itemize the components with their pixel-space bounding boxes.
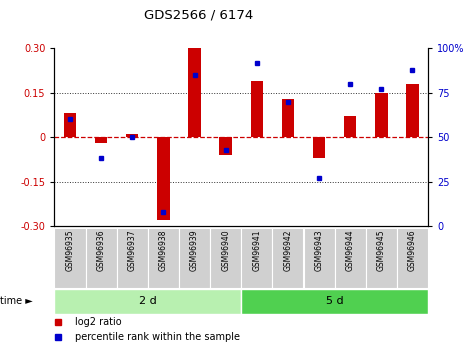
Text: GSM96944: GSM96944: [346, 229, 355, 271]
Bar: [95, 137, 107, 143]
Bar: [366, 228, 397, 288]
Bar: [406, 84, 419, 137]
Text: GSM96941: GSM96941: [252, 229, 261, 271]
Bar: [148, 228, 179, 288]
Text: 5 d: 5 d: [326, 296, 343, 306]
Text: time ►: time ►: [0, 296, 33, 306]
Bar: [157, 137, 170, 220]
Bar: [241, 289, 428, 314]
Text: percentile rank within the sample: percentile rank within the sample: [75, 333, 240, 342]
Text: GSM96946: GSM96946: [408, 229, 417, 271]
Bar: [251, 81, 263, 137]
Text: GSM96936: GSM96936: [96, 229, 105, 271]
Bar: [54, 228, 86, 288]
Bar: [117, 228, 148, 288]
Text: GSM96943: GSM96943: [315, 229, 324, 271]
Text: GSM96937: GSM96937: [128, 229, 137, 271]
Bar: [282, 99, 294, 137]
Text: GSM96935: GSM96935: [65, 229, 74, 271]
Bar: [86, 228, 117, 288]
Bar: [241, 228, 272, 288]
Bar: [188, 48, 201, 137]
Text: GDS2566 / 6174: GDS2566 / 6174: [144, 9, 253, 22]
Text: log2 ratio: log2 ratio: [75, 317, 122, 327]
Bar: [397, 228, 428, 288]
Bar: [304, 228, 334, 288]
Bar: [210, 228, 241, 288]
Bar: [335, 228, 366, 288]
Bar: [272, 228, 304, 288]
Text: 2 d: 2 d: [139, 296, 157, 306]
Bar: [375, 93, 387, 137]
Bar: [64, 114, 76, 137]
Bar: [313, 137, 325, 158]
Text: GSM96942: GSM96942: [283, 229, 292, 271]
Bar: [179, 228, 210, 288]
Bar: [126, 134, 139, 137]
Bar: [219, 137, 232, 155]
Bar: [54, 289, 241, 314]
Text: GSM96940: GSM96940: [221, 229, 230, 271]
Text: GSM96938: GSM96938: [159, 229, 168, 271]
Text: GSM96945: GSM96945: [377, 229, 386, 271]
Text: GSM96939: GSM96939: [190, 229, 199, 271]
Bar: [344, 116, 357, 137]
